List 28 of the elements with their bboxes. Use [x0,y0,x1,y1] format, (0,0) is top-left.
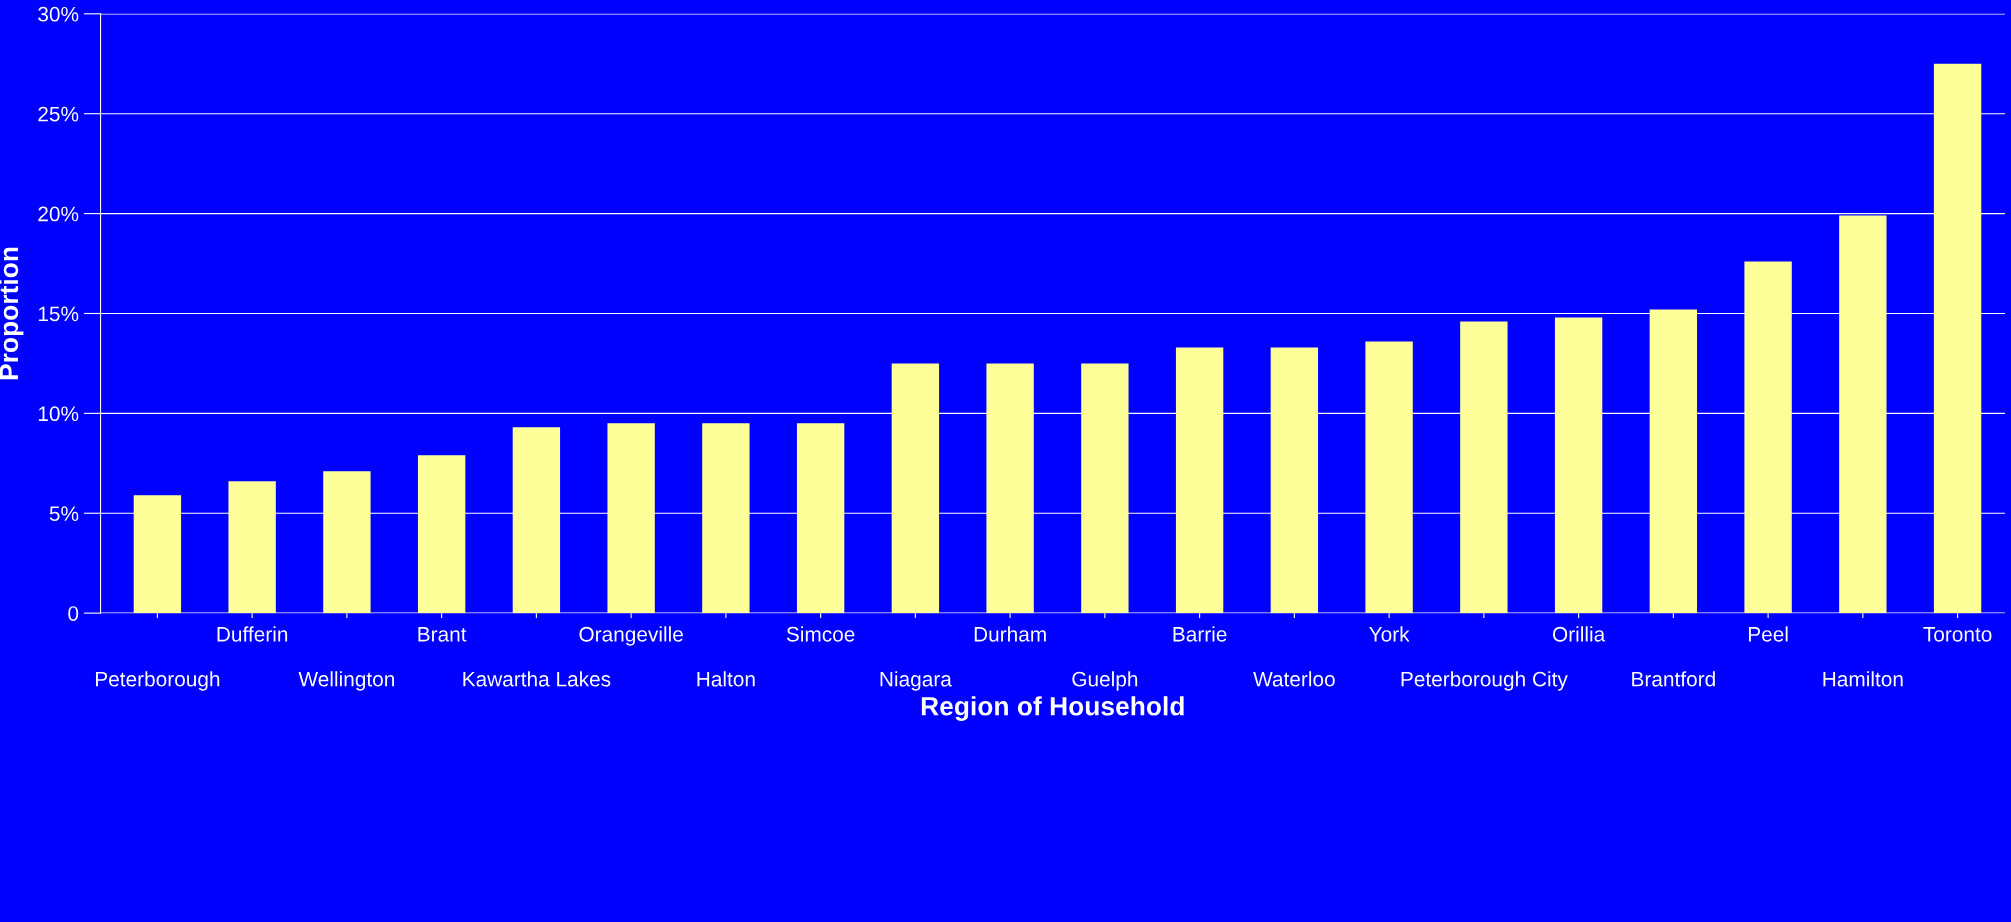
x-tick-label: Wellington [298,671,394,691]
x-tick-label: Barrie [1173,626,1227,642]
x-tick-label: Halton [697,671,755,687]
x-tick-label: Waterloo [1253,671,1335,687]
x-tick-label: Dufferin [217,626,288,642]
y-tick-label: 30% [38,6,79,22]
y-tick-label: 5% [49,506,79,521]
x-tick-label: Brantford [1632,671,1715,687]
x-tick-label: Kawartha Lakes [463,671,611,687]
x-tick-label: Peterborough [95,671,220,691]
x-tick-label: Niagara [880,671,952,691]
x-tick-label: York [1369,626,1410,642]
x-tick-label: Simcoe [786,626,855,642]
x-tick-label: Peterborough City [1401,671,1568,691]
x-tick-label: Durham [974,626,1046,642]
x-tick-label: Peel [1748,626,1788,642]
x-axis-title: Region of Household [921,696,1184,721]
y-tick-label: 10% [38,406,79,422]
x-tick-label: Orillia [1552,626,1606,642]
x-tick-label: Brant [418,627,467,642]
x-tick-label: Orangeville [579,626,683,646]
y-tick-label: 15% [38,306,79,322]
x-tick-label: Guelph [1072,671,1138,691]
x-tick-label: Toronto [1923,627,1992,642]
y-tick-label: 25% [38,106,79,122]
y-tick-label: 20% [38,206,79,222]
x-tick-label: Hamilton [1823,671,1903,687]
y-tick-label: 0 [68,606,79,621]
